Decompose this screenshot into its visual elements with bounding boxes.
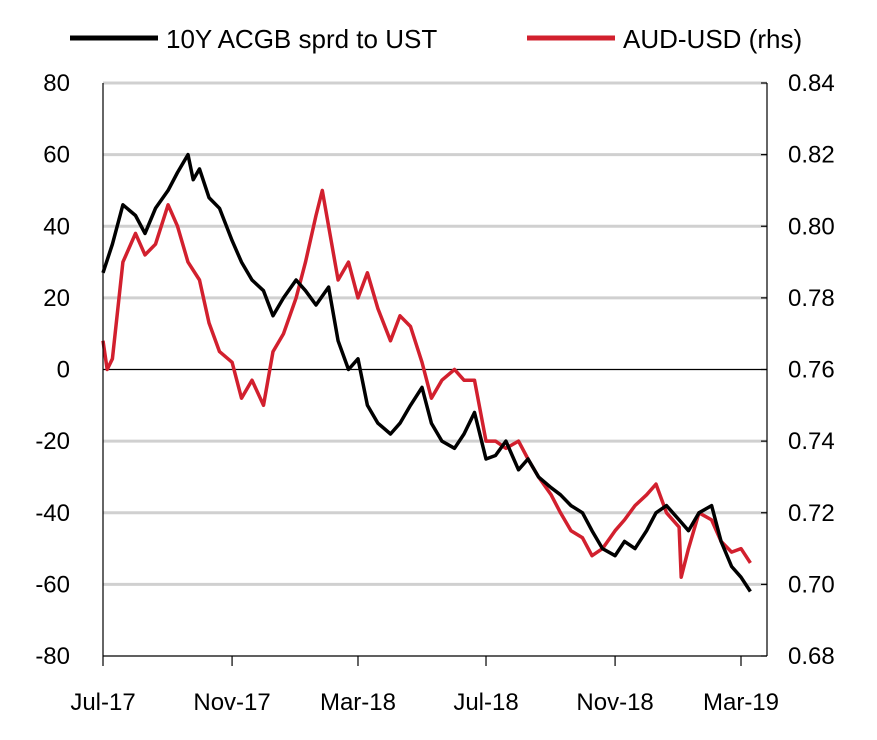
- legend-label-audusd: AUD-USD (rhs): [623, 24, 802, 54]
- x-tick-label: Mar-18: [320, 689, 396, 716]
- right-tick-label: 0.70: [788, 571, 835, 598]
- left-axis-tick-labels: -80 -60 -40 -20 0 20 40 60 80: [35, 70, 70, 670]
- left-tick-label: -40: [35, 500, 70, 527]
- left-tick-label: 0: [57, 357, 70, 384]
- left-tick-label: -60: [35, 571, 70, 598]
- x-tick-label: Jul-17: [70, 689, 135, 716]
- right-tick-label: 0.68: [788, 643, 835, 670]
- left-tick-label: 80: [43, 70, 70, 97]
- axes-group: [102, 82, 768, 666]
- x-tick-label: Mar-19: [703, 689, 779, 716]
- x-tick-label: Nov-17: [193, 689, 270, 716]
- right-tick-label: 0.80: [788, 213, 835, 240]
- right-tick-label: 0.78: [788, 285, 835, 312]
- left-tick-label: 60: [43, 142, 70, 169]
- series-line-spread: [101, 152, 752, 593]
- right-axis-tick-labels: 0.68 0.70 0.72 0.74 0.76 0.78 0.80 0.82 0.84: [788, 70, 835, 670]
- series-line-audusd: [101, 188, 752, 579]
- x-axis-tick-labels: Jul-17 Nov-17 Mar-18 Jul-18 Nov-18 Mar-19: [70, 689, 779, 716]
- right-tick-label: 0.82: [788, 142, 835, 169]
- left-tick-label: 40: [43, 213, 70, 240]
- legend-label-spread: 10Y ACGB sprd to UST: [166, 24, 437, 54]
- left-tick-label: 20: [43, 285, 70, 312]
- right-tick-label: 0.84: [788, 70, 835, 97]
- right-tick-label: 0.72: [788, 500, 835, 527]
- right-tick-label: 0.76: [788, 357, 835, 384]
- gridlines: [103, 81, 767, 586]
- series-group: [101, 152, 752, 593]
- legend: 10Y ACGB sprd to UST AUD-USD (rhs): [70, 24, 802, 54]
- right-tick-label: 0.74: [788, 428, 835, 455]
- left-tick-label: -20: [35, 428, 70, 455]
- x-tick-label: Nov-18: [576, 689, 653, 716]
- x-tick-label: Jul-18: [453, 689, 518, 716]
- left-tick-label: -80: [35, 643, 70, 670]
